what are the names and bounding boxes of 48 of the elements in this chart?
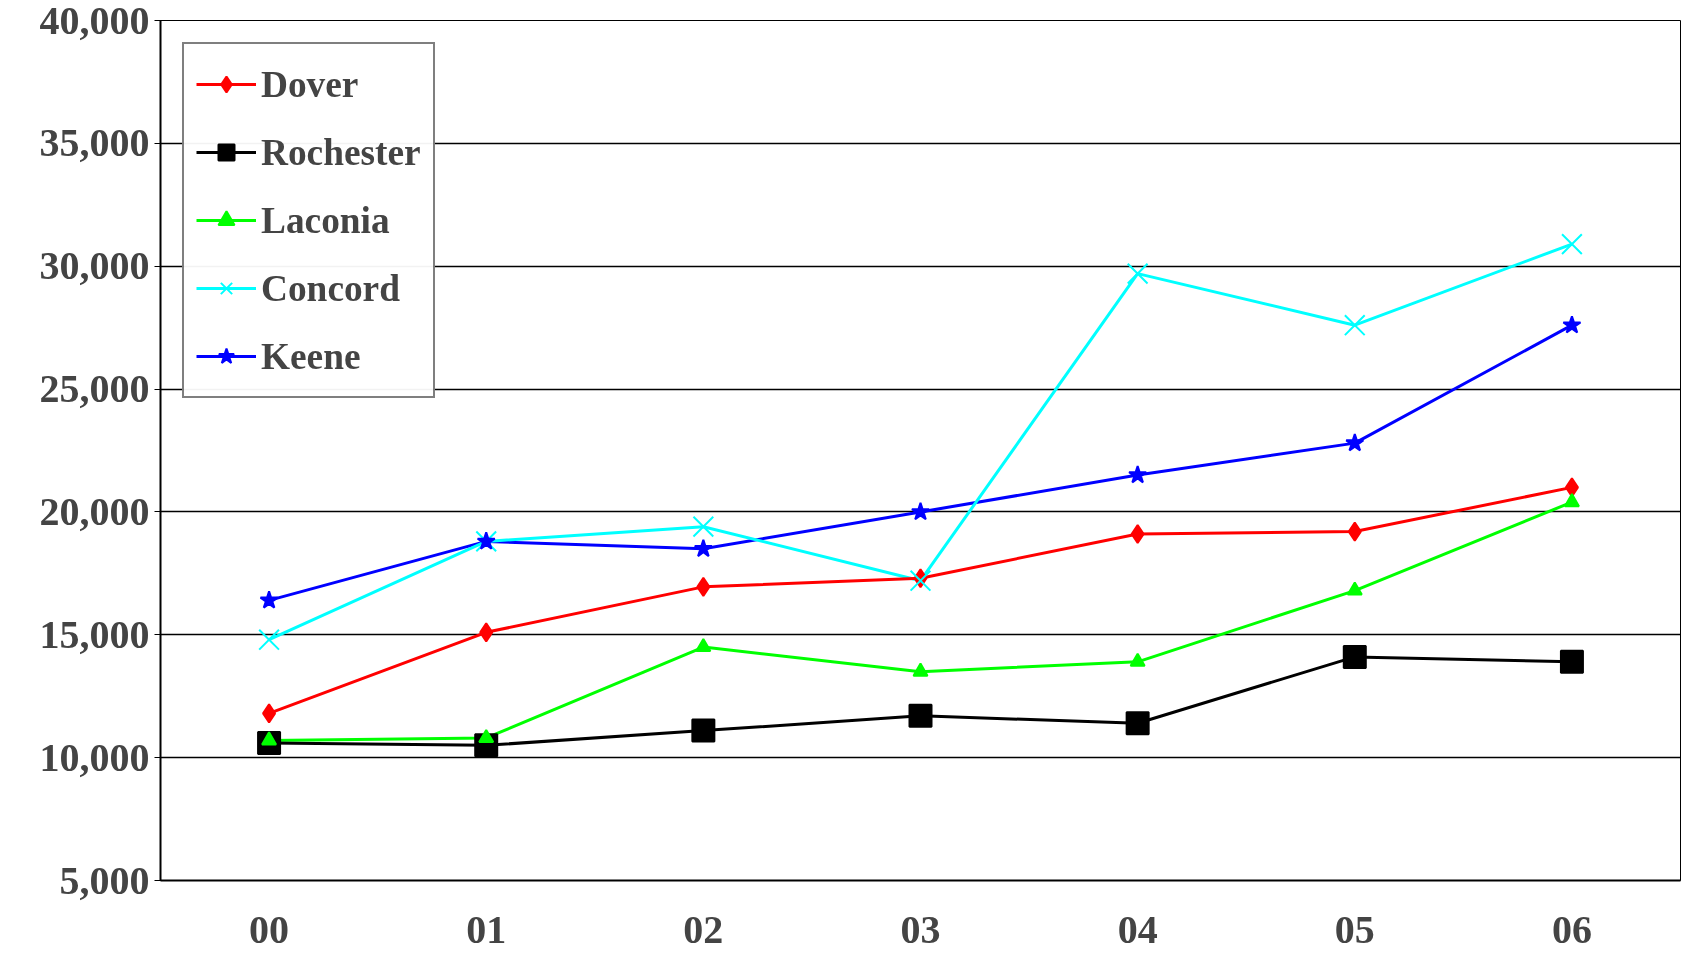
y-tick-label: 40,000 — [39, 0, 150, 43]
point — [692, 515, 715, 538]
y-tick-label: 15,000 — [39, 611, 150, 657]
point — [479, 622, 494, 643]
y-tick-label: 25,000 — [39, 366, 150, 412]
point — [910, 501, 931, 521]
point — [693, 538, 713, 558]
point — [695, 637, 712, 653]
legend-label: Keene — [261, 334, 361, 379]
y-tick-label: 5,000 — [59, 857, 150, 903]
point — [1346, 581, 1363, 596]
x-tick-label: 05 — [1334, 906, 1375, 952]
y-tick-label: 20,000 — [39, 488, 150, 534]
point — [1129, 652, 1146, 667]
legend-label: Rochester — [261, 130, 421, 175]
point — [912, 662, 929, 677]
point — [1128, 465, 1148, 484]
x-tick-label: 01 — [466, 906, 507, 952]
point — [1125, 711, 1150, 736]
legend-label: Dover — [261, 62, 359, 107]
x-tick-label: 04 — [1117, 906, 1158, 952]
point — [1343, 314, 1366, 337]
y-tick-label: 35,000 — [39, 120, 150, 166]
legend-label: Laconia — [261, 198, 390, 243]
point — [262, 703, 277, 724]
point — [1563, 493, 1580, 508]
x-tick-label: 03 — [900, 906, 941, 952]
point — [1126, 262, 1149, 285]
legend-label: Concord — [261, 266, 400, 311]
point — [1559, 649, 1584, 674]
point — [696, 576, 711, 597]
point — [258, 628, 280, 651]
point — [1562, 315, 1582, 334]
point — [259, 590, 279, 609]
point — [1561, 233, 1583, 255]
point — [1345, 433, 1365, 452]
y-tick-label: 30,000 — [39, 243, 150, 289]
x-tick-label: 02 — [683, 906, 724, 952]
point — [1347, 521, 1362, 542]
point — [1564, 477, 1579, 498]
y-tick-label: 10,000 — [39, 734, 150, 780]
point — [691, 718, 716, 743]
point — [1342, 644, 1367, 669]
x-tick-label: 00 — [249, 906, 290, 952]
point — [478, 728, 495, 744]
point — [908, 703, 933, 728]
x-tick-label: 06 — [1551, 906, 1592, 952]
point — [1130, 524, 1145, 545]
